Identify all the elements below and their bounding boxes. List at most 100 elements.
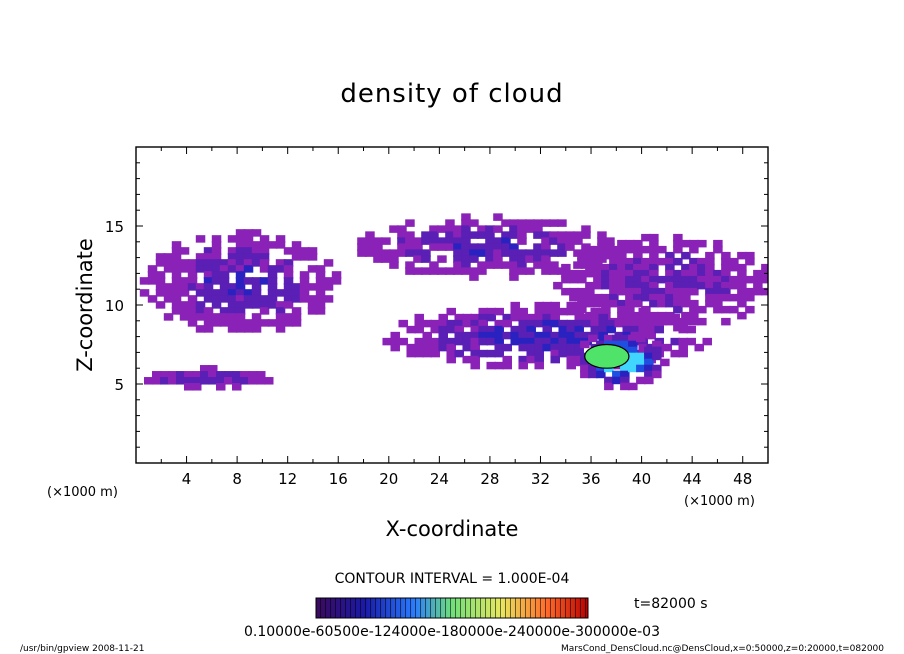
- cloud-cell: [633, 257, 643, 266]
- cloud-cell: [686, 337, 696, 346]
- cloud-cell: [469, 231, 479, 239]
- cloud-cell: [649, 239, 659, 248]
- cloud-cell: [689, 317, 699, 326]
- cloud-cell: [644, 370, 654, 379]
- cloud-cell: [574, 343, 584, 352]
- cloud-cell: [155, 283, 166, 291]
- cloud-cell: [510, 325, 520, 334]
- cloud-cell: [657, 287, 667, 296]
- cloud-cell: [461, 213, 471, 221]
- x-tick-label: 36: [581, 470, 600, 488]
- cloud-cell: [211, 259, 222, 267]
- cloud-cell: [211, 301, 222, 309]
- cloud-cell: [470, 349, 480, 358]
- cloud-cell: [517, 219, 527, 227]
- cloud-cell: [636, 358, 646, 367]
- cloud-cell: [633, 293, 643, 302]
- cloud-cell: [625, 269, 635, 278]
- cloud-cell: [574, 307, 584, 316]
- cloud-cell: [283, 319, 294, 327]
- cloud-cell: [525, 267, 535, 275]
- cloud-cell: [625, 263, 635, 272]
- cloud-cell: [561, 263, 571, 272]
- cloud-cell: [510, 301, 520, 310]
- cloud-cell: [453, 243, 463, 251]
- cloud-cell: [446, 349, 456, 358]
- cloud-cell: [590, 307, 600, 316]
- cloud-cell: [453, 225, 463, 233]
- cloud-cell: [291, 307, 302, 315]
- cloud-cell: [179, 307, 190, 315]
- cloud-cell: [501, 219, 511, 227]
- cloud-cell: [593, 269, 603, 278]
- cloud-cell: [469, 273, 479, 281]
- cloud-cell: [227, 289, 238, 297]
- cloud-cell: [251, 325, 262, 333]
- cloud-cell: [243, 235, 254, 243]
- cloud-cell: [389, 225, 399, 233]
- cloud-cell: [689, 287, 699, 296]
- cloud-cell: [509, 219, 519, 227]
- cloud-cell: [753, 281, 763, 290]
- cloud-cell: [155, 301, 166, 309]
- cloud-cell: [469, 267, 479, 275]
- cloud-cell: [203, 247, 214, 255]
- cloud-cell: [478, 319, 488, 328]
- cloud-cell: [606, 319, 616, 328]
- cloud-cell: [681, 275, 691, 284]
- cloud-cell: [422, 319, 432, 328]
- cloud-cell: [478, 307, 488, 316]
- cloud-cell: [517, 231, 527, 239]
- cloud-cell: [176, 377, 186, 385]
- cloud-cell: [625, 299, 635, 308]
- cloud-cell: [617, 305, 627, 314]
- cloud-cell: [195, 325, 206, 333]
- cloud-cell: [665, 287, 675, 296]
- cloud-cell: [550, 301, 560, 310]
- cloud-cell: [235, 265, 246, 273]
- cloud-cell: [665, 251, 675, 260]
- cloud-cell: [307, 301, 318, 309]
- cloud-cell: [617, 263, 627, 272]
- cloud-cell: [462, 331, 472, 340]
- cloud-cell: [414, 313, 424, 322]
- cloud-cell: [502, 313, 512, 322]
- cloud-cell: [187, 295, 198, 303]
- cloud-cell: [612, 334, 622, 343]
- cloud-cell: [737, 263, 747, 272]
- cloud-cell: [673, 257, 683, 266]
- cloud-cell: [549, 219, 559, 227]
- cloud-cell: [737, 269, 747, 278]
- cloud-cell: [219, 259, 230, 267]
- cloud-cell: [283, 289, 294, 297]
- cloud-cell: [510, 313, 520, 322]
- cloud-cell: [558, 337, 568, 346]
- cloud-cell: [665, 281, 675, 290]
- cloud-cell: [454, 331, 464, 340]
- cloud-cell: [509, 225, 519, 233]
- cloud-cell: [251, 253, 262, 261]
- cloud-cell: [580, 340, 590, 349]
- cloud-cell: [235, 253, 246, 261]
- cloud-cell: [649, 245, 659, 254]
- cloud-cell: [678, 337, 688, 346]
- cloud-cell: [243, 253, 254, 261]
- cloud-cell: [187, 277, 198, 285]
- cloud-cell: [729, 281, 739, 290]
- cloud-cell: [636, 352, 646, 361]
- cloud-cell: [477, 225, 487, 233]
- cloud-cell: [373, 243, 383, 251]
- cloud-cell: [461, 231, 471, 239]
- cloud-cell: [646, 313, 656, 322]
- cloud-cell: [192, 371, 202, 379]
- cloud-cell: [517, 261, 527, 269]
- cloud-cell: [652, 352, 662, 361]
- cloud-cell: [550, 349, 560, 358]
- cloud-cell: [550, 355, 560, 364]
- cloud-cell: [673, 245, 683, 254]
- cloud-cell: [557, 243, 567, 251]
- cloud-cell: [620, 376, 630, 385]
- cloud-cell: [604, 334, 614, 343]
- cloud-cell: [649, 293, 659, 302]
- cloud-cell: [644, 346, 654, 355]
